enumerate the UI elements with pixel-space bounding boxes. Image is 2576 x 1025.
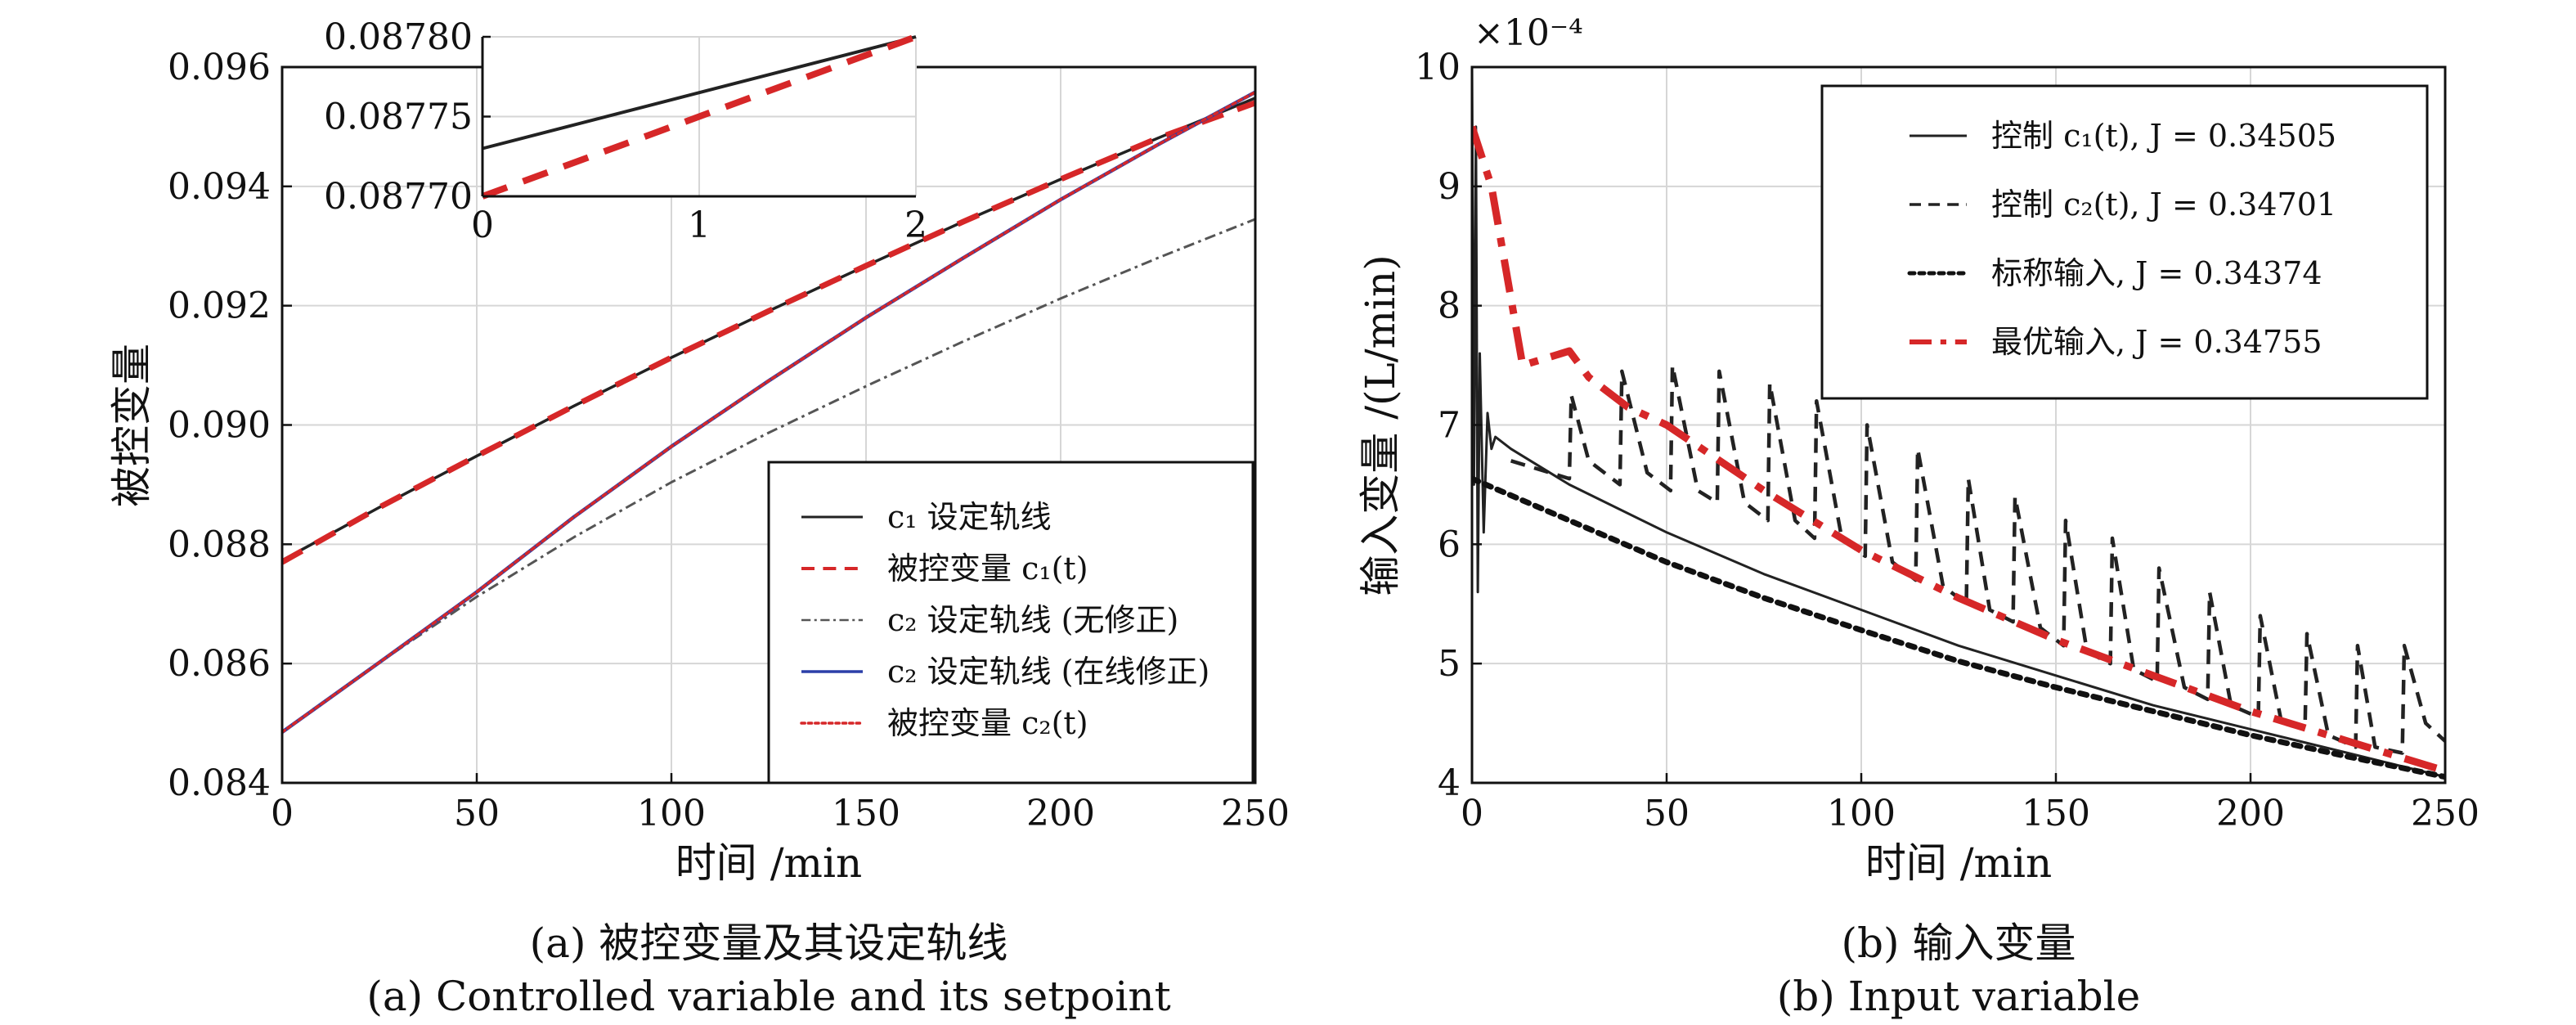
panel-b-series-0 [1472, 67, 2445, 779]
panel-b-xtick-label: 250 [2411, 793, 2480, 834]
panel-b-lines [1472, 67, 2445, 780]
panel-a-series-1 [282, 100, 1255, 565]
legend-entry: 控制 c₁(t), J = 0.34505 [1991, 118, 2336, 154]
legend-entry: c₂ 设定轨线 (无修正) [887, 602, 1178, 638]
legend-entry: c₂ 设定轨线 (在线修正) [887, 654, 1209, 690]
inset-xtick-label: 2 [904, 205, 927, 246]
panel-a-ytick-label: 0.096 [168, 47, 271, 88]
panel-a-xtick-label: 50 [454, 793, 500, 834]
panel-a-inset: 0 1 2 0.08770 0.08775 0.08780 [324, 16, 927, 246]
panel-a-series-4 [282, 90, 1255, 734]
inset-series-0 [482, 35, 917, 151]
panel-a-ticks: 0 50 100 150 200 250 0.084 0.086 0.088 0.090 0.092… [168, 47, 1290, 834]
inset-xtick-label: 1 [688, 205, 711, 246]
panel-b-xtick-label: 50 [1644, 793, 1690, 834]
legend-entry: 标称输入, J = 0.34374 [1991, 255, 2322, 291]
panel-b-xtick-label: 0 [1461, 793, 1483, 834]
panel-a: 0 50 100 150 200 250 0.084 0.086 0.088 0.090 0.092… [108, 16, 1290, 887]
caption-a-en: (a) Controlled variable and its setpoint [366, 973, 1170, 1020]
panel-b-ytick-label: 8 [1438, 285, 1461, 327]
panel-b-ytick-label: 4 [1438, 762, 1461, 804]
panel-a-ytick-label: 0.088 [168, 524, 271, 565]
inset-series-1 [481, 34, 918, 200]
panel-b-xtick-label: 200 [2216, 793, 2285, 834]
inset-xtick-label: 0 [471, 205, 494, 246]
panel-a-lines [282, 90, 1255, 734]
panel-a-ytick-label: 0.086 [168, 643, 271, 685]
legend-entry: 最优输入, J = 0.34755 [1991, 324, 2322, 360]
legend-entry: 被控变量 c₁(t) [887, 551, 1088, 587]
panel-a-xtick-label: 150 [832, 793, 900, 834]
panel-b: 0 50 100 150 200 250 4 5 6 7 8 9 10 时间 /min 输入变量 /(L… [1357, 12, 2480, 887]
inset-ytick-label: 0.08770 [324, 176, 473, 218]
panel-b-series-2 [1472, 475, 2445, 780]
inset-ticks: 0 1 2 0.08770 0.08775 0.08780 [324, 16, 927, 246]
panel-b-ytick-label: 9 [1438, 166, 1461, 208]
panel-a-xtick-label: 0 [271, 793, 294, 834]
panel-b-xtick-label: 150 [2022, 793, 2090, 834]
panel-a-ylabel: 被控变量 [108, 344, 155, 507]
panel-b-series-1 [1510, 363, 2445, 755]
panel-b-scale-label: ×10⁻⁴ [1474, 12, 1583, 54]
legend-entry: 控制 c₂(t), J = 0.34701 [1991, 187, 2336, 223]
panel-b-ylabel: 输入变量 /(L/min) [1357, 254, 1404, 596]
panel-b-xlabel: 时间 /min [1865, 839, 2052, 887]
panel-a-ytick-label: 0.084 [168, 762, 271, 804]
panel-b-ticks: 0 50 100 150 200 250 4 5 6 7 8 9 10 [1415, 47, 2480, 834]
caption-b-cn: (b) 输入变量 [1842, 919, 2076, 967]
panel-a-legend-box [767, 461, 1254, 784]
panel-a-xlabel: 时间 /min [675, 839, 862, 887]
caption-b-en: (b) Input variable [1777, 973, 2140, 1020]
inset-ytick-label: 0.08780 [324, 16, 473, 58]
panel-b-legend-box [1820, 84, 2429, 400]
panel-a-xtick-label: 100 [637, 793, 706, 834]
panel-a-xtick-label: 250 [1221, 793, 1290, 834]
panel-b-ytick-label: 5 [1438, 643, 1461, 685]
panel-b-series-3 [1472, 125, 2445, 775]
inset-ytick-label: 0.08775 [324, 97, 473, 138]
legend-entry: 被控变量 c₂(t) [887, 705, 1088, 741]
caption-a-cn: (a) 被控变量及其设定轨线 [530, 919, 1008, 967]
legend-entry: c₁ 设定轨线 [887, 499, 1052, 535]
panel-b-ytick-label: 10 [1415, 47, 1461, 88]
panel-a-ytick-label: 0.092 [168, 285, 271, 327]
panel-b-xtick-label: 100 [1827, 793, 1896, 834]
panel-b-ytick-label: 6 [1438, 524, 1461, 565]
panel-a-ytick-label: 0.090 [168, 405, 271, 447]
panel-b-ytick-label: 7 [1438, 405, 1461, 447]
panel-a-series-2 [282, 218, 1255, 734]
panel-a-ytick-label: 0.094 [168, 166, 271, 208]
inset-lines [481, 34, 918, 200]
panel-a-xtick-label: 200 [1026, 793, 1095, 834]
panel-b-legend: 控制 c₁(t), J = 0.34505 控制 c₂(t), J = 0.347… [1820, 84, 2429, 400]
